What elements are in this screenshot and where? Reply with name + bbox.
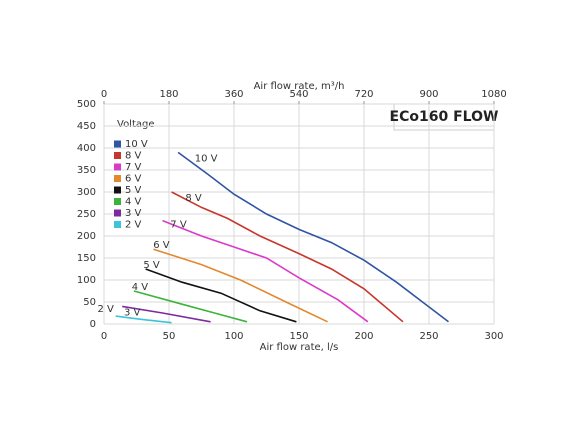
y-tick-label: 500: [77, 99, 96, 110]
y-tick-label: 100: [77, 275, 96, 286]
series-line: [171, 191, 404, 323]
chart-title: ECo160 FLOW: [390, 109, 499, 125]
legend-swatch: [114, 221, 121, 228]
x2-tick-label: 360: [224, 89, 243, 100]
legend-label: 5 V: [125, 185, 142, 196]
curve-label: 4 V: [132, 282, 149, 293]
legend-swatch: [114, 209, 121, 217]
legend-label: 2 V: [125, 220, 142, 231]
curve-label: 8 V: [185, 193, 202, 204]
legend-title: Voltage: [117, 119, 155, 130]
x2-tick-label: 180: [159, 89, 178, 100]
curve-label: 2 V: [98, 304, 115, 315]
legend-swatch: [114, 186, 121, 194]
x-axis-label: Air flow rate, l/s: [260, 342, 339, 353]
legend-swatch: [114, 152, 121, 159]
legend-swatch: [114, 198, 121, 205]
curve-label: 6 V: [153, 240, 170, 251]
legend-label: 3 V: [125, 208, 142, 219]
curve-label: 10 V: [195, 153, 218, 164]
series-line: [145, 268, 297, 323]
x-tick-label: 150: [289, 331, 308, 342]
x-tick-label: 50: [163, 331, 176, 342]
y-tick-label: 0: [90, 319, 96, 330]
x2-tick-label: 540: [289, 89, 308, 100]
series-line: [177, 151, 449, 323]
legend-label: 8 V: [125, 151, 142, 162]
legend-label: 10 V: [125, 139, 148, 150]
y-tick-label: 300: [77, 187, 96, 198]
curve-label: 7 V: [170, 220, 187, 231]
x2-tick-label: 900: [419, 89, 438, 100]
curve-label: 5 V: [143, 260, 160, 271]
curve-label: 3 V: [124, 307, 141, 318]
series-line: [153, 248, 328, 323]
y-tick-label: 150: [77, 253, 96, 264]
x2-axis-label: Air flow rate, m³/h: [254, 81, 345, 92]
legend-label: 4 V: [125, 197, 142, 208]
x-tick-label: 300: [484, 331, 503, 342]
x-tick-label: 100: [224, 331, 243, 342]
series-line: [115, 315, 172, 324]
series-line: [133, 290, 248, 323]
y-tick-label: 250: [77, 209, 96, 220]
x2-tick-label: 0: [101, 89, 107, 100]
x2-tick-label: 720: [354, 89, 373, 100]
y-tick-label: 350: [77, 165, 96, 176]
legend-swatch: [114, 163, 121, 171]
legend-swatch: [114, 140, 121, 148]
y-tick-label: 450: [77, 121, 96, 132]
series-line: [162, 219, 369, 323]
x-tick-label: 0: [101, 331, 107, 342]
x2-tick-label: 1080: [481, 89, 506, 100]
y-tick-label: 200: [77, 231, 96, 242]
legend-label: 7 V: [125, 162, 142, 173]
y-tick-label: 50: [83, 297, 96, 308]
x-tick-label: 200: [354, 331, 373, 342]
legend-label: 6 V: [125, 174, 142, 185]
legend-swatch: [114, 175, 121, 182]
x-tick-label: 250: [419, 331, 438, 342]
series-line: [122, 305, 211, 323]
y-tick-label: 400: [77, 143, 96, 154]
